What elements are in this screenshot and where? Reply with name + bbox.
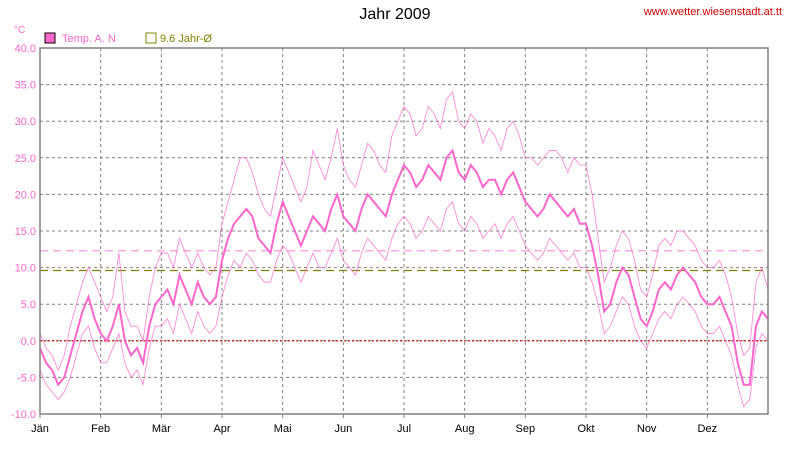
- x-axis: Jän Feb Mär Apr Mai Jun Jul Aug Sep Okt Nov Dez: [31, 414, 717, 435]
- x-tick-label: Mär: [152, 423, 171, 435]
- y-tick-label: 30.0: [15, 116, 36, 128]
- y-unit-label: °C: [14, 25, 25, 36]
- chart-title: Jahr 2009: [359, 6, 431, 23]
- legend: Temp. A. N 9.6 Jahr-Ø: [44, 32, 212, 45]
- x-tick-label: Aug: [455, 423, 475, 435]
- x-tick-label: Jun: [334, 423, 352, 435]
- x-tick-label: Jul: [397, 423, 411, 435]
- y-tick-label: 10.0: [15, 263, 36, 275]
- y-tick-label: 15.0: [15, 226, 36, 238]
- x-tick-label: Feb: [91, 423, 110, 435]
- x-tick-label: Dez: [698, 423, 718, 435]
- x-tick-label: Okt: [577, 423, 594, 435]
- y-tick-label: -10.0: [11, 409, 36, 421]
- y-tick-label: 35.0: [15, 80, 36, 92]
- x-tick-label: Jän: [31, 423, 49, 435]
- y-tick-label: 20.0: [15, 189, 36, 201]
- x-tick-label: Apr: [213, 423, 230, 435]
- source-link[interactable]: www.wetter.wiesenstadt.at.tt: [643, 6, 782, 18]
- y-tick-label: 40.0: [15, 43, 36, 55]
- legend-swatch-avg: [145, 32, 157, 44]
- series-max-line: [39, 90, 769, 372]
- legend-swatch-temp: [44, 32, 56, 44]
- series-min-line: [39, 200, 769, 408]
- x-tick-label: Sep: [516, 423, 536, 435]
- series-lines: [39, 90, 769, 408]
- y-axis: 40.0 35.0 30.0 25.0 20.0 15.0 10.0 5.0 0.0 -5.0 -1…: [11, 43, 36, 421]
- series-mean-line: [39, 148, 769, 387]
- legend-label-avg: 9.6 Jahr-Ø: [160, 33, 212, 45]
- y-tick-label: 5.0: [21, 299, 36, 311]
- y-tick-label: 25.0: [15, 153, 36, 165]
- y-tick-label: 0.0: [21, 336, 36, 348]
- grid: [39, 47, 768, 415]
- y-tick-label: -5.0: [17, 372, 36, 384]
- legend-label-temp: Temp. A. N: [62, 33, 116, 45]
- x-tick-label: Nov: [637, 423, 657, 435]
- x-tick-label: Mai: [274, 423, 292, 435]
- reference-lines: [40, 250, 768, 342]
